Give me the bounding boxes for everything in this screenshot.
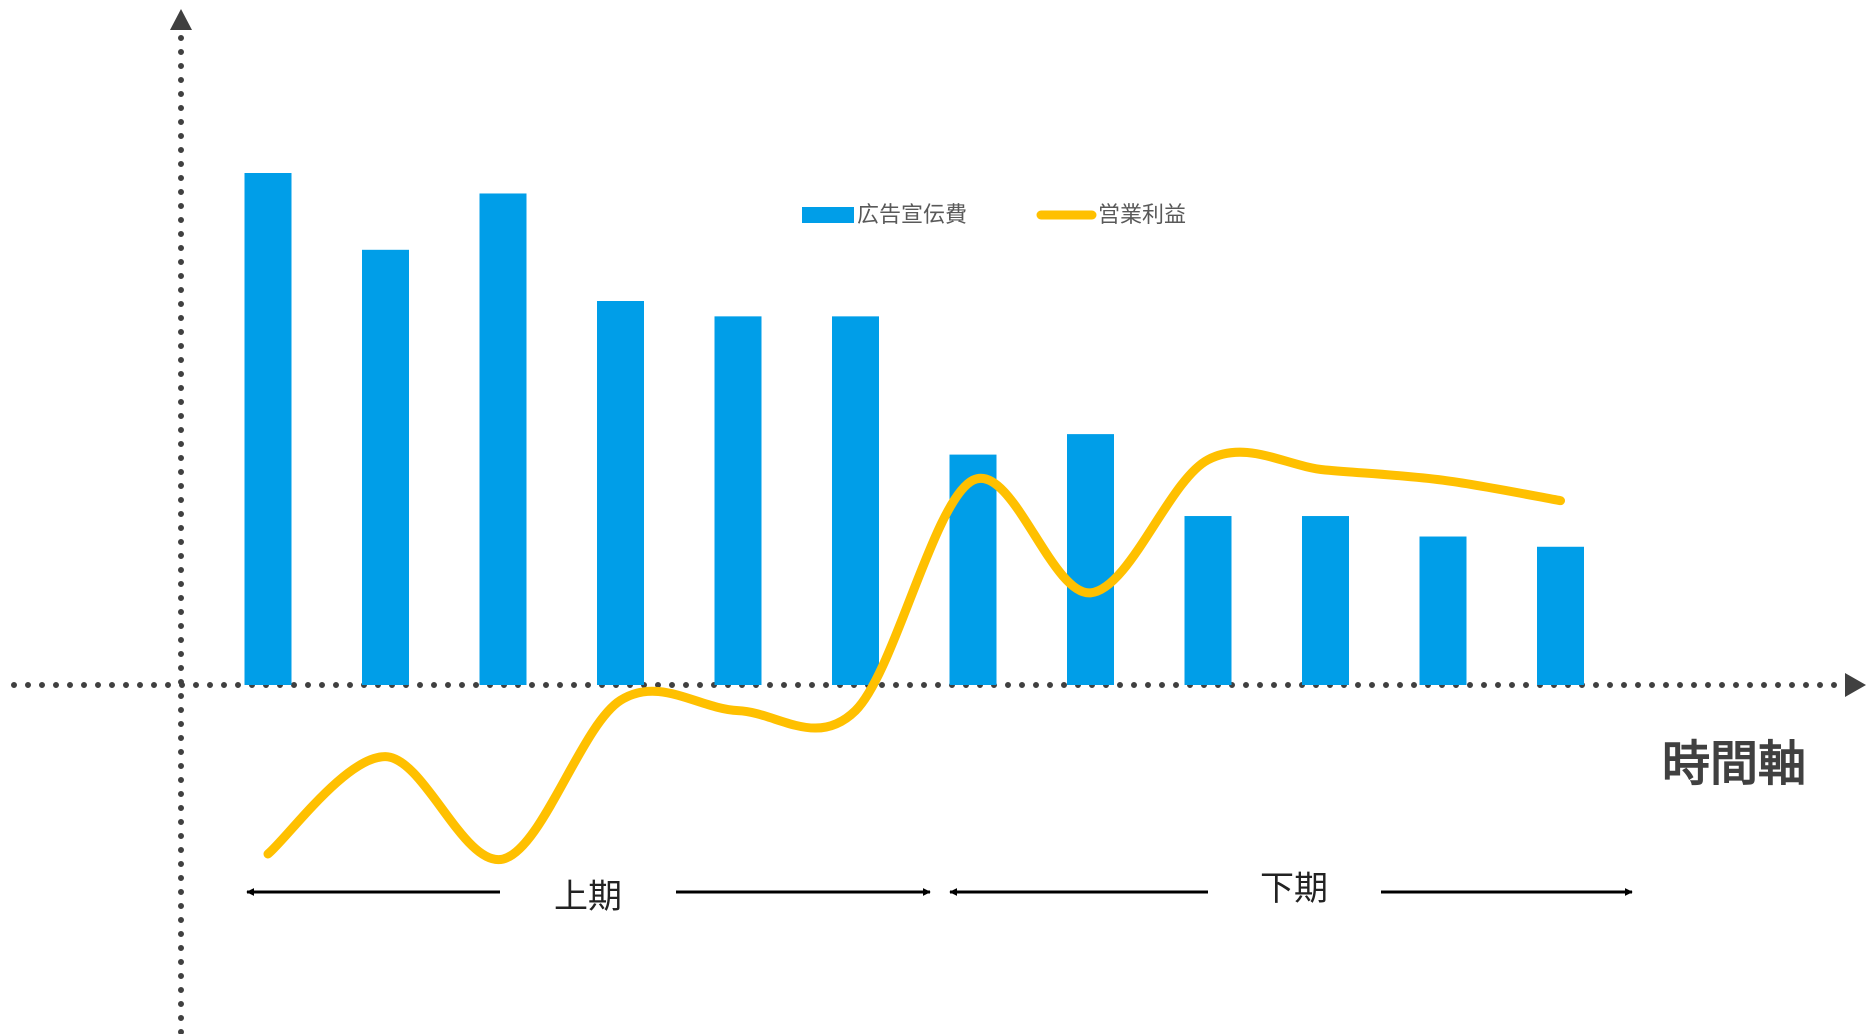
- y-axis: [170, 9, 192, 1034]
- legend-label-line: 営業利益: [1098, 203, 1186, 228]
- legend-item-bar: 広告宣伝費: [802, 203, 967, 228]
- profit-line: [263, 447, 1565, 864]
- period-label-second-half: 下期: [1260, 869, 1328, 909]
- legend-swatch-bar: [802, 207, 854, 223]
- legend: 広告宣伝費 営業利益: [802, 203, 1186, 228]
- bar-5: [714, 316, 762, 685]
- x-axis-title: 時間軸: [1662, 736, 1806, 792]
- bar-9: [1184, 516, 1232, 685]
- period-annotation-first-half: 上期: [246, 877, 931, 917]
- bar-8: [1067, 434, 1114, 685]
- bar-6: [832, 316, 879, 685]
- line-series: [263, 447, 1565, 864]
- bar-2: [362, 249, 409, 686]
- legend-label-bar: 広告宣伝費: [857, 203, 967, 228]
- bar-3: [479, 193, 527, 686]
- bar-11: [1419, 536, 1467, 685]
- bar-4: [597, 301, 644, 685]
- y-axis-arrowhead: [170, 9, 192, 30]
- bar-7: [949, 454, 997, 685]
- period-label-first-half: 上期: [554, 877, 622, 917]
- legend-item-line: 営業利益: [1036, 203, 1186, 228]
- x-axis-arrowhead: [1845, 673, 1866, 697]
- bar-10: [1302, 516, 1349, 685]
- bar-series: [244, 173, 1584, 686]
- bar-1: [244, 173, 292, 685]
- bar-12: [1537, 546, 1584, 685]
- period-annotation-second-half: 下期: [949, 869, 1633, 909]
- x-axis: [11, 673, 1866, 697]
